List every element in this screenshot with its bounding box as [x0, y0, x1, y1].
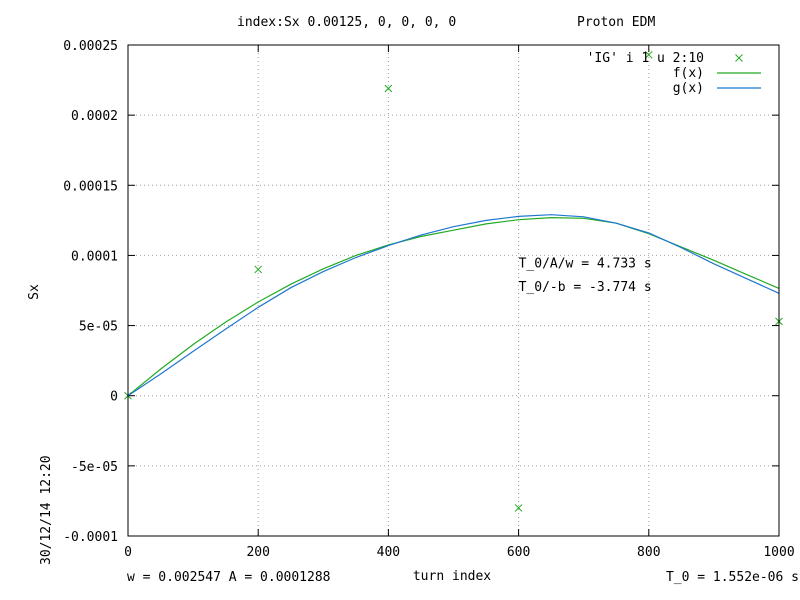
legend-entry-1: f(x) [673, 66, 761, 81]
chart-title: index:Sx 0.00125, 0, 0, 0, 0 [237, 15, 456, 30]
x-tick-label-2: 400 [377, 545, 400, 560]
x-tick-label-1: 200 [246, 545, 269, 560]
y-tick-label-5: 0.00015 [63, 179, 118, 194]
x-tick-label-5: 1000 [763, 545, 794, 560]
x-tick-label-3: 600 [507, 545, 530, 560]
legend-label-1: f(x) [673, 66, 704, 81]
y-tick-label-7: 0.00025 [63, 39, 118, 54]
annotations: T_0/A/w = 4.733 s T_0/-b = -3.774 s [519, 256, 652, 295]
series-0-point-1 [254, 265, 263, 274]
legend-marker-0 [735, 54, 743, 62]
footer-left: w = 0.002547 A = 0.0001288 [127, 570, 331, 585]
legend-label-2: g(x) [673, 81, 704, 96]
y-axis-label: Sx [27, 284, 42, 300]
footer-right: T_0 = 1.552e-06 s [666, 570, 799, 585]
series-0-point-3 [514, 504, 523, 512]
y-tick-label-4: 0.0001 [71, 249, 118, 264]
x-tick-label-4: 800 [637, 545, 660, 560]
legend-marker-cross [735, 54, 743, 62]
y-tick-label-0: -0.0001 [63, 530, 118, 545]
legend-entry-0: 'IG' i 1 u 2:10 [587, 51, 743, 66]
data-series [124, 50, 783, 512]
x-tick-label-0: 0 [124, 545, 132, 560]
plot-frame [127, 44, 780, 537]
timestamp: 30/12/14 12:20 [39, 455, 54, 565]
x-axis-label: turn index [413, 569, 491, 584]
chart-subtitle: Proton EDM [577, 15, 655, 30]
tick-labels: 0 200 400 600 800 1000 -0.0001 -5e-05 0 5e-05 0.00… [63, 39, 794, 560]
grid-lines [128, 45, 779, 536]
legend-entry-2: g(x) [673, 81, 761, 96]
series-0-point-2 [384, 84, 393, 93]
legend-label-0: 'IG' i 1 u 2:10 [587, 51, 704, 66]
y-tick-label-6: 0.0002 [71, 109, 118, 124]
annotation-1: T_0/-b = -3.774 s [519, 280, 652, 295]
series-0-point-4 [644, 50, 653, 59]
legend: 'IG' i 1 u 2:10 f(x) g(x) [587, 51, 761, 96]
annotation-0: T_0/A/w = 4.733 s [519, 256, 652, 271]
y-tick-label-3: 5e-05 [79, 320, 118, 335]
y-tick-label-2: 0 [110, 390, 118, 405]
y-tick-label-1: -5e-05 [71, 460, 118, 475]
series-line-2 [127, 214, 780, 397]
